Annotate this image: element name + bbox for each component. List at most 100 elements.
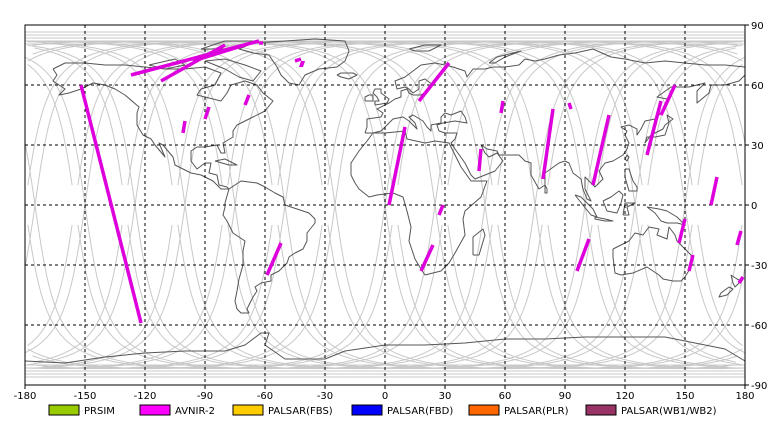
orbit-track bbox=[327, 56, 745, 370]
avnir-2-strip bbox=[294, 57, 302, 63]
coastline-novaya-zemlya bbox=[488, 50, 522, 64]
orbit-track bbox=[27, 44, 493, 370]
coastline-java bbox=[594, 216, 614, 222]
avnir-2-strip bbox=[645, 100, 663, 156]
coastline-baffin-island bbox=[204, 58, 262, 82]
orbit-track bbox=[597, 224, 723, 368]
latitude-axis: 90 60 30 0 -30 -60 -90 bbox=[745, 21, 767, 392]
x-tick-label: -60 bbox=[257, 391, 273, 402]
avnir-2-strip bbox=[575, 238, 591, 272]
coastlines bbox=[24, 38, 746, 364]
orbit-track bbox=[497, 40, 728, 186]
x-tick-label: -150 bbox=[74, 391, 97, 402]
coastline-svalbard bbox=[408, 44, 442, 52]
orbit-track bbox=[47, 224, 173, 368]
legend-label: PALSAR(FBD) bbox=[387, 406, 453, 417]
x-tick-label: -90 bbox=[197, 391, 213, 402]
y-tick-label: 0 bbox=[751, 201, 757, 212]
x-tick-label: 90 bbox=[559, 391, 572, 402]
x-tick-label: 30 bbox=[439, 391, 452, 402]
coastline-uk bbox=[372, 88, 390, 106]
x-tick-label: 0 bbox=[382, 391, 388, 402]
orbit-track bbox=[177, 40, 743, 370]
coastline-borneo bbox=[602, 190, 624, 214]
acquisition-strips bbox=[79, 39, 745, 324]
orbit-track bbox=[77, 40, 743, 370]
avnir-2-strip bbox=[160, 43, 226, 83]
orbit-track bbox=[34, 224, 123, 363]
legend-label: PALSAR(WB1/WB2) bbox=[621, 406, 717, 417]
avnir-2-strip bbox=[591, 114, 611, 186]
orbit-track bbox=[27, 224, 73, 346]
avnir-2-strip bbox=[79, 84, 143, 324]
legend-label: PALSAR(PLR) bbox=[504, 406, 569, 417]
orbit-track bbox=[25, 40, 443, 354]
x-tick-label: 180 bbox=[735, 391, 754, 402]
orbit-track bbox=[77, 40, 743, 370]
y-tick-label: -60 bbox=[751, 321, 767, 332]
y-tick-label: 90 bbox=[751, 21, 764, 32]
avnir-2-strip bbox=[567, 102, 573, 110]
orbit-track bbox=[44, 40, 223, 186]
coastline-japan bbox=[644, 114, 674, 144]
avnir-2-strip bbox=[203, 106, 211, 120]
coastline-africa bbox=[350, 130, 488, 276]
lat-lon-grid bbox=[25, 25, 745, 385]
orbit-track bbox=[27, 40, 693, 370]
x-tick-label: -120 bbox=[134, 391, 157, 402]
legend: PRSIM AVNIR-2 PALSAR(FBS) PALSAR(FBD) PALSAR… bbox=[48, 404, 717, 417]
coastline-new-zealand-north bbox=[730, 274, 742, 288]
coastline-taiwan bbox=[624, 154, 630, 162]
legend-swatch bbox=[139, 404, 171, 416]
orbit-track bbox=[34, 47, 123, 186]
avnir-2-strip bbox=[417, 61, 451, 103]
coastline-new-zealand-south bbox=[718, 286, 734, 298]
orbit-track bbox=[447, 224, 738, 370]
orbit-track bbox=[32, 41, 543, 370]
orbit-track bbox=[397, 40, 746, 186]
y-tick-label: 30 bbox=[751, 141, 764, 152]
legend-swatch bbox=[468, 404, 500, 416]
avnir-2-strip bbox=[709, 176, 719, 206]
orbit-track bbox=[547, 40, 726, 186]
avnir-2-strip bbox=[677, 218, 687, 244]
orbit-track bbox=[25, 145, 393, 370]
x-tick-label: 150 bbox=[675, 391, 694, 402]
orbit-track bbox=[697, 64, 743, 186]
orbit-track bbox=[277, 40, 743, 366]
legend-label: AVNIR-2 bbox=[175, 406, 215, 417]
avnir-2-strip bbox=[499, 100, 505, 114]
x-tick-label: 60 bbox=[499, 391, 512, 402]
orbit-track bbox=[42, 224, 273, 370]
coastline-australia bbox=[612, 226, 692, 282]
orbit-track bbox=[42, 40, 273, 186]
orbit-track bbox=[27, 40, 593, 370]
orbit-track bbox=[32, 224, 323, 370]
x-tick-label: -30 bbox=[317, 391, 333, 402]
orbit-track bbox=[447, 40, 738, 186]
orbit-track bbox=[32, 40, 323, 186]
coastline-south-america bbox=[222, 180, 316, 314]
avnir-2-strip bbox=[192, 43, 246, 63]
orbit-track bbox=[47, 42, 173, 186]
orbit-track bbox=[32, 40, 643, 370]
x-tick-label: 120 bbox=[615, 391, 634, 402]
orbit-track bbox=[25, 40, 393, 265]
y-tick-label: -90 bbox=[751, 381, 767, 392]
y-tick-label: 60 bbox=[751, 81, 764, 92]
longitude-axis: -180 -150 -120 -90 -60 -30 0 30 60 90 120 150 180 bbox=[14, 385, 755, 402]
avnir-2-strip bbox=[477, 148, 483, 172]
orbit-track bbox=[127, 40, 738, 370]
orbit-track bbox=[32, 40, 543, 369]
orbit-track bbox=[27, 40, 593, 370]
orbit-track bbox=[597, 42, 723, 186]
avnir-2-strip bbox=[437, 204, 445, 216]
orbit-track bbox=[397, 224, 746, 370]
coastline-sri-lanka bbox=[544, 184, 548, 194]
y-tick-label: -30 bbox=[751, 261, 767, 272]
orbit-track bbox=[227, 41, 738, 370]
coastline-cuba bbox=[214, 158, 238, 166]
avnir-2-strip bbox=[387, 126, 407, 206]
